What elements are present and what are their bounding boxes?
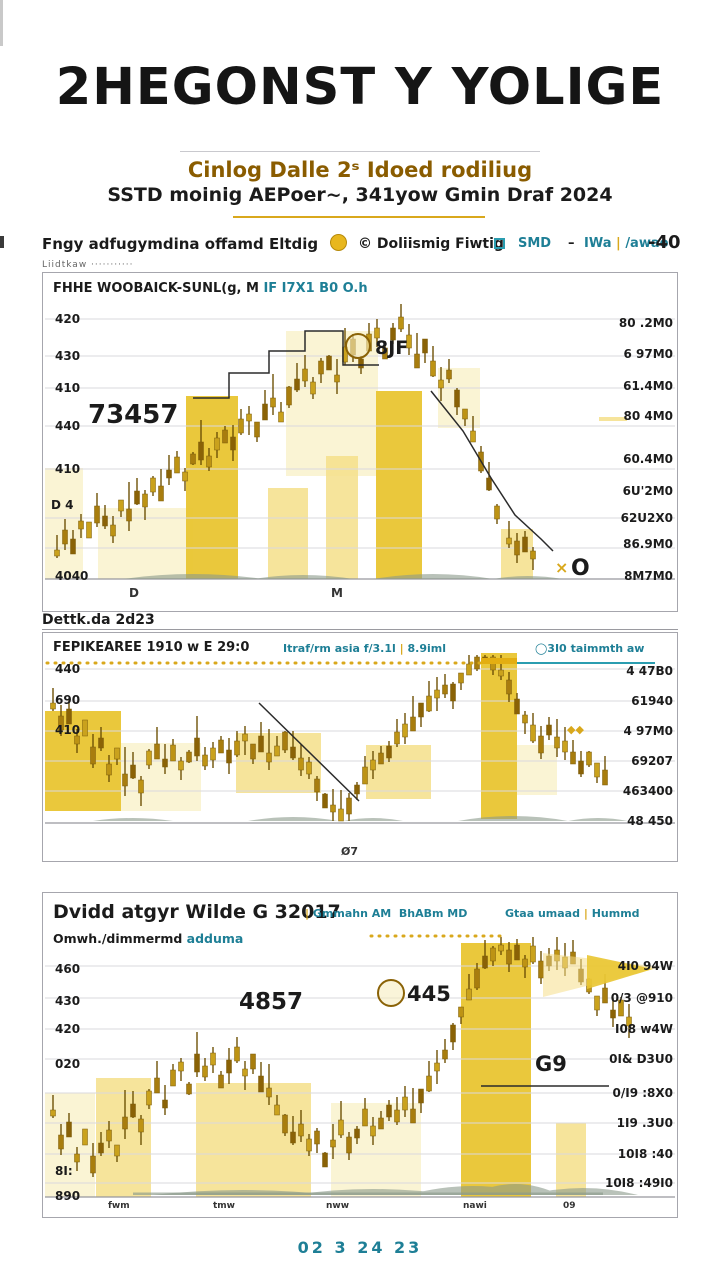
legend-value: -40 <box>648 232 681 253</box>
subtitle-line-2: SSTD moinig AEPoer~, 341yow Gmin Draf 20… <box>107 184 613 206</box>
svg-text:440: 440 <box>55 419 80 433</box>
svg-text:440: 440 <box>55 662 80 676</box>
legend-dash: – <box>568 236 575 251</box>
svg-text:690: 690 <box>55 693 80 707</box>
panel-svg-1: 73457 8JF D 4 × O 420 430 410 440 410 4040 80 .2M0 6… <box>45 304 675 600</box>
svg-text:460: 460 <box>55 962 80 976</box>
svg-text:86.9M0: 86.9M0 <box>623 537 673 551</box>
svg-text:420: 420 <box>55 312 80 326</box>
svg-text:020: 020 <box>55 1057 80 1071</box>
edge-artifact <box>0 0 3 46</box>
svg-text:60.4M0: 60.4M0 <box>623 452 673 466</box>
footer-text: 02 3 24 23 <box>297 1238 423 1257</box>
svg-text:8JF: 8JF <box>375 337 408 359</box>
svg-text:420: 420 <box>55 1022 80 1036</box>
svg-text:0/I9 :8X0: 0/I9 :8X0 <box>613 1086 673 1100</box>
panel-3: Dvidd atgyr Wilde G 32017 | Gmmahn AM Bh… <box>42 892 678 1218</box>
teal-square-icon <box>494 238 505 249</box>
svg-text:0/3 @910: 0/3 @910 <box>611 991 673 1005</box>
legend-subline: Liidtkaw ··········· <box>42 260 134 270</box>
section-2-label-text: Dettk.da 2d23 <box>42 612 155 628</box>
svg-text:D 4: D 4 <box>51 498 74 512</box>
panel-2: FEPIKEAREE 1910 w E 29:0 Itraf/rm asia f… <box>42 632 678 862</box>
svg-text:445: 445 <box>407 982 451 1006</box>
svg-text:6U'2M0: 6U'2M0 <box>623 484 673 498</box>
subtitle-line-1: Cinlog Dalle 2ˢ Idoed rodiliug <box>187 158 533 182</box>
svg-text:4857: 4857 <box>239 989 303 1015</box>
svg-text:4040: 4040 <box>55 569 88 583</box>
section-2-label: Dettk.da 2d23 <box>42 612 678 630</box>
svg-text:61940: 61940 <box>631 694 673 708</box>
svg-text:D: D <box>129 586 139 600</box>
svg-text:69207: 69207 <box>631 754 673 768</box>
title-divider <box>180 151 540 152</box>
svg-text:◆◆: ◆◆ <box>567 723 584 736</box>
svg-text:62U2X0: 62U2X0 <box>621 511 673 525</box>
legend-item-3: IWa | /awao <box>584 236 669 251</box>
svg-text:410: 410 <box>55 723 80 737</box>
svg-text:430: 430 <box>55 349 80 363</box>
svg-text:0I& D3U0: 0I& D3U0 <box>609 1052 673 1066</box>
svg-text:80 .2M0: 80 .2M0 <box>619 316 673 330</box>
legend-left-label: Fngy adfugymdina offamd Eltdig <box>42 235 319 253</box>
svg-text:73457: 73457 <box>88 400 178 430</box>
panel-1: FHHE WOOBAICK-SUNL(g, M IF I7X1 B0 O.h 7… <box>42 272 678 612</box>
legend-item-3a: IWa <box>584 236 612 251</box>
page-title: 2HEGONST Y YOLIGE <box>55 58 665 117</box>
svg-text:61.4M0: 61.4M0 <box>623 379 673 393</box>
svg-text:80 4M0: 80 4M0 <box>623 409 673 423</box>
svg-text:I08 w4W: I08 w4W <box>615 1022 673 1036</box>
svg-text:8I:: 8I: <box>55 1164 73 1178</box>
svg-text:tmw: tmw <box>213 1201 235 1211</box>
svg-text:G9: G9 <box>535 1052 567 1076</box>
svg-text:6 97M0: 6 97M0 <box>623 347 673 361</box>
svg-text:Ø7: Ø7 <box>341 845 358 858</box>
svg-text:890: 890 <box>55 1189 80 1203</box>
gold-pipe-icon: | <box>616 236 621 251</box>
panel-svg-2: ◆◆ 440 690 410 4 47B0 61940 4 97M0 69207 463400 4… <box>45 653 675 858</box>
svg-text:1I9 .3U0: 1I9 .3U0 <box>617 1116 673 1130</box>
legend-row: Fngy adfugymdina offamd Eltdig © Doliism… <box>42 232 681 260</box>
svg-text:×: × <box>555 558 568 577</box>
svg-text:09: 09 <box>563 1201 576 1211</box>
gold-dot-icon <box>330 234 347 251</box>
gold-underline <box>233 216 485 218</box>
panel-svg-3: 4857 445 G9 460 430 420 020 8I: 890 4I0 94W 0/3 @9… <box>45 934 675 1211</box>
svg-text:nawi: nawi <box>463 1201 487 1211</box>
edge-tick-artifact <box>0 236 4 248</box>
svg-text:410: 410 <box>55 462 80 476</box>
svg-text:O: O <box>571 556 590 581</box>
svg-text:4I0 94W: 4I0 94W <box>618 959 673 973</box>
svg-text:463400: 463400 <box>623 784 673 798</box>
legend-item-3b: /awao <box>625 236 669 251</box>
svg-text:48 450: 48 450 <box>627 814 673 828</box>
svg-text:4 47B0: 4 47B0 <box>626 664 673 678</box>
legend-item-1: © Doliismig Fiwtig <box>358 236 504 252</box>
svg-text:4 97M0: 4 97M0 <box>623 724 673 738</box>
svg-text:M: M <box>331 586 343 600</box>
svg-text:410: 410 <box>55 381 80 395</box>
legend-item-2: SMD <box>518 236 552 251</box>
svg-text:8M7M0: 8M7M0 <box>624 569 673 583</box>
svg-text:10I8 :40: 10I8 :40 <box>618 1147 673 1161</box>
svg-text:nww: nww <box>326 1201 349 1211</box>
svg-text:fwm: fwm <box>108 1201 130 1211</box>
svg-text:10I8 :49I0: 10I8 :49I0 <box>605 1176 673 1190</box>
svg-text:430: 430 <box>55 994 80 1008</box>
